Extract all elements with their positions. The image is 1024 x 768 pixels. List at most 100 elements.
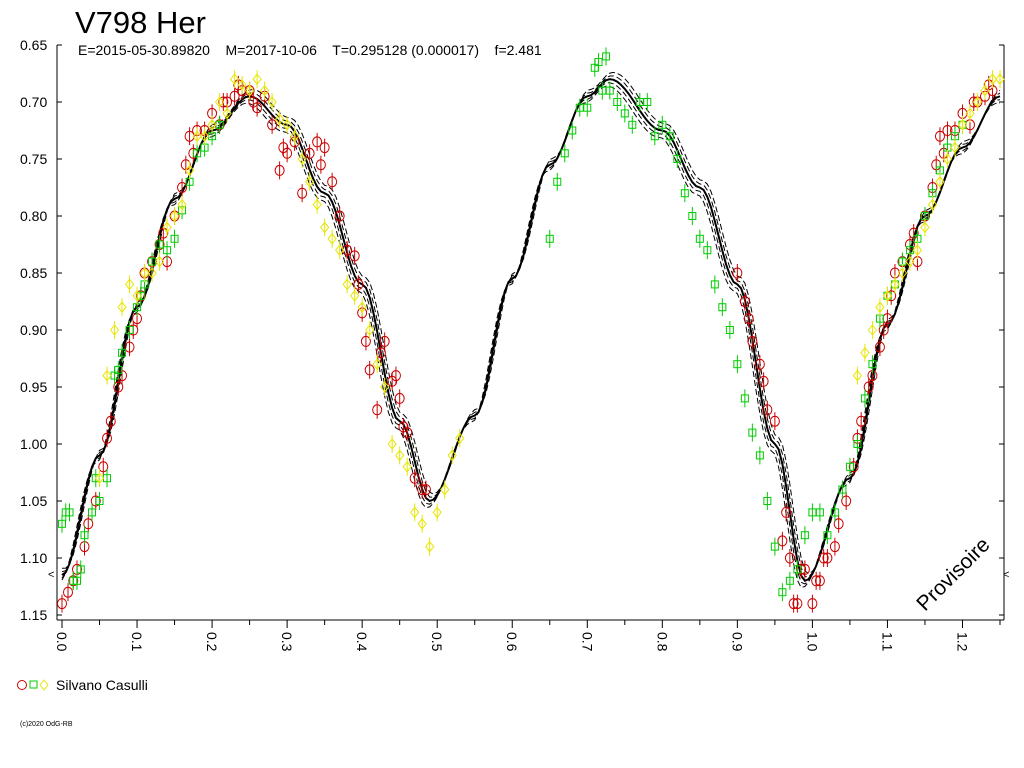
data-point bbox=[927, 198, 938, 211]
data-point bbox=[349, 250, 360, 262]
data-point bbox=[560, 149, 569, 158]
data-point bbox=[118, 348, 127, 357]
data-point bbox=[139, 267, 150, 279]
data-point bbox=[387, 438, 397, 450]
data-point bbox=[304, 175, 315, 188]
data-point bbox=[425, 540, 435, 553]
data-point bbox=[214, 96, 225, 108]
x-tick-label: 0.4 bbox=[354, 632, 370, 652]
data-point bbox=[244, 84, 255, 97]
data-point bbox=[117, 301, 127, 314]
data-point bbox=[297, 153, 307, 165]
data-point bbox=[995, 73, 1005, 86]
y-tick-group: 0.65 0.70 0.75 0.80 0.85 0.90 0.95 1.00 1.05 1.10… bbox=[20, 37, 1004, 623]
legend-circle-icon bbox=[17, 680, 27, 690]
data-point bbox=[274, 113, 285, 125]
legend-diamond-icon bbox=[39, 679, 49, 691]
data-point bbox=[58, 519, 66, 528]
y-tick-label: 0.95 bbox=[20, 379, 47, 395]
model-envelope-line bbox=[61, 85, 1001, 588]
data-point bbox=[733, 360, 742, 369]
data-point bbox=[199, 130, 210, 143]
right-edge-marker: < bbox=[1003, 569, 1009, 581]
data-point bbox=[703, 246, 712, 255]
data-point bbox=[841, 495, 852, 507]
legend-square-icon bbox=[29, 680, 38, 689]
data-point bbox=[905, 255, 915, 268]
data-point bbox=[740, 394, 749, 403]
data-point bbox=[620, 109, 629, 118]
data-point bbox=[777, 535, 788, 547]
data-point bbox=[177, 198, 187, 211]
x-tick-label: 0.0 bbox=[54, 632, 70, 652]
data-point bbox=[229, 90, 240, 102]
x-tick-label: 0.5 bbox=[429, 632, 445, 652]
series-yellow-points bbox=[94, 70, 1005, 556]
data-point bbox=[455, 432, 465, 445]
data-point bbox=[860, 394, 869, 403]
data-point bbox=[315, 159, 326, 171]
chart-title: V798 Her bbox=[75, 5, 206, 40]
data-point bbox=[353, 278, 364, 290]
data-point bbox=[410, 506, 420, 519]
data-point bbox=[845, 462, 854, 471]
axes bbox=[56, 45, 1005, 621]
data-point bbox=[380, 381, 390, 393]
data-point bbox=[282, 118, 292, 131]
data-point bbox=[635, 98, 644, 106]
data-point bbox=[754, 358, 765, 370]
data-point bbox=[863, 381, 874, 393]
data-point bbox=[763, 497, 772, 505]
data-point bbox=[267, 119, 278, 131]
data-point bbox=[387, 375, 398, 387]
data-point bbox=[184, 130, 195, 142]
data-point bbox=[875, 301, 885, 314]
data-point bbox=[274, 164, 285, 176]
data-point bbox=[229, 73, 240, 86]
data-point bbox=[169, 210, 180, 222]
data-point bbox=[822, 552, 833, 564]
data-point bbox=[650, 132, 659, 141]
data-point bbox=[335, 244, 345, 257]
data-point bbox=[113, 381, 124, 393]
data-point bbox=[237, 79, 247, 91]
data-point bbox=[710, 280, 719, 289]
left-edge-marker: < bbox=[48, 569, 54, 581]
data-point bbox=[583, 103, 592, 112]
data-point bbox=[628, 120, 637, 129]
data-point bbox=[155, 240, 164, 249]
data-point bbox=[90, 495, 101, 507]
x-tick-label: 0.8 bbox=[654, 632, 670, 652]
data-point bbox=[304, 147, 315, 159]
data-point bbox=[811, 575, 822, 587]
data-point bbox=[163, 246, 172, 255]
x-tick-label: 1.2 bbox=[954, 632, 970, 652]
data-point bbox=[372, 404, 383, 416]
data-point bbox=[365, 324, 375, 336]
data-point bbox=[793, 565, 802, 574]
x-tick-label: 0.2 bbox=[204, 632, 220, 652]
y-tick-label: 1.15 bbox=[20, 607, 47, 623]
data-point bbox=[868, 360, 877, 369]
data-point bbox=[364, 364, 375, 376]
data-point bbox=[796, 563, 807, 575]
data-point bbox=[124, 341, 135, 353]
data-point bbox=[980, 84, 990, 97]
data-point bbox=[934, 130, 945, 142]
data-point bbox=[252, 102, 263, 114]
data-point bbox=[852, 369, 863, 382]
data-point bbox=[334, 210, 345, 222]
data-point bbox=[833, 518, 844, 530]
data-point bbox=[289, 130, 300, 143]
data-point bbox=[860, 346, 870, 359]
data-point bbox=[747, 335, 758, 347]
x-tick-label: 0.1 bbox=[129, 632, 145, 652]
data-point bbox=[613, 98, 622, 106]
data-point bbox=[192, 130, 202, 143]
data-point bbox=[758, 375, 769, 387]
y-tick-label: 0.75 bbox=[20, 151, 47, 167]
data-point bbox=[807, 598, 818, 610]
data-point bbox=[105, 415, 116, 427]
y-tick-label: 0.90 bbox=[20, 322, 47, 338]
